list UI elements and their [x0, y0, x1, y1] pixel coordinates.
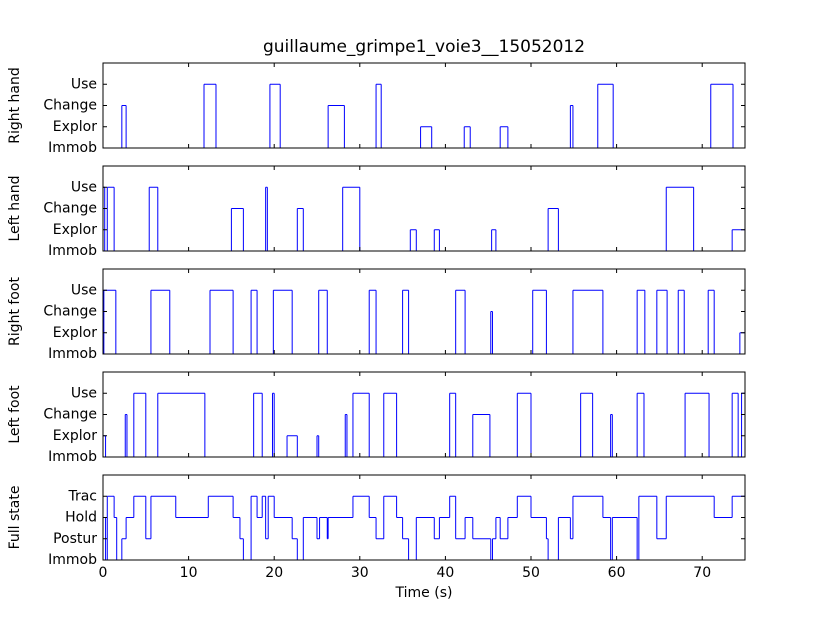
- y-tick-label: Use: [71, 76, 97, 92]
- y-tick-label: Immob: [48, 346, 97, 362]
- x-tick-label: 0: [99, 565, 108, 581]
- x-tick-label: 10: [180, 565, 198, 581]
- y-tick-label: Immob: [48, 449, 97, 465]
- y-tick-label: Postur: [53, 531, 97, 547]
- y-tick-label: Change: [43, 304, 97, 320]
- y-tick-label: Use: [71, 282, 97, 298]
- axes-frame: [102, 165, 746, 252]
- y-axis-label: Full state: [7, 486, 23, 550]
- y-axis-label: Right foot: [7, 277, 23, 346]
- y-axis-label: Right hand: [7, 67, 23, 144]
- x-tick-label: 60: [608, 565, 626, 581]
- y-tick-label: Explor: [53, 222, 97, 238]
- axes-frame: [102, 371, 746, 458]
- step-riser: [121, 84, 734, 148]
- y-tick-label: Explor: [53, 428, 97, 444]
- step-riser: [104, 187, 733, 251]
- x-tick-label: 20: [265, 565, 283, 581]
- y-tick-label: Hold: [65, 510, 97, 526]
- y-tick-label: Immob: [48, 140, 97, 156]
- y-tick-label: Use: [71, 385, 97, 401]
- y-axis-label: Left foot: [7, 385, 23, 444]
- step-riser: [105, 393, 743, 457]
- y-tick-label: Change: [43, 407, 97, 423]
- axes-frame: [102, 62, 746, 149]
- x-tick-label: 30: [351, 565, 369, 581]
- y-tick-label: Change: [43, 201, 97, 217]
- y-tick-label: Explor: [53, 119, 97, 135]
- y-tick-label: Change: [43, 98, 97, 114]
- y-tick-label: Immob: [48, 243, 97, 259]
- step-riser: [103, 290, 741, 354]
- x-tick-label: 70: [693, 565, 711, 581]
- y-axis-label: Left hand: [7, 175, 23, 241]
- x-axis-label: Time (s): [395, 585, 453, 601]
- y-tick-label: Use: [71, 179, 97, 195]
- y-tick-label: Explor: [53, 325, 97, 341]
- step-riser: [105, 496, 733, 560]
- axes-frame: [102, 268, 746, 355]
- y-tick-label: Trac: [67, 488, 97, 504]
- x-tick-label: 40: [436, 565, 454, 581]
- chart-title: guillaume_grimpe1_voie3__15052012: [263, 37, 585, 57]
- y-tick-label: Immob: [48, 552, 97, 568]
- x-tick-label: 50: [522, 565, 540, 581]
